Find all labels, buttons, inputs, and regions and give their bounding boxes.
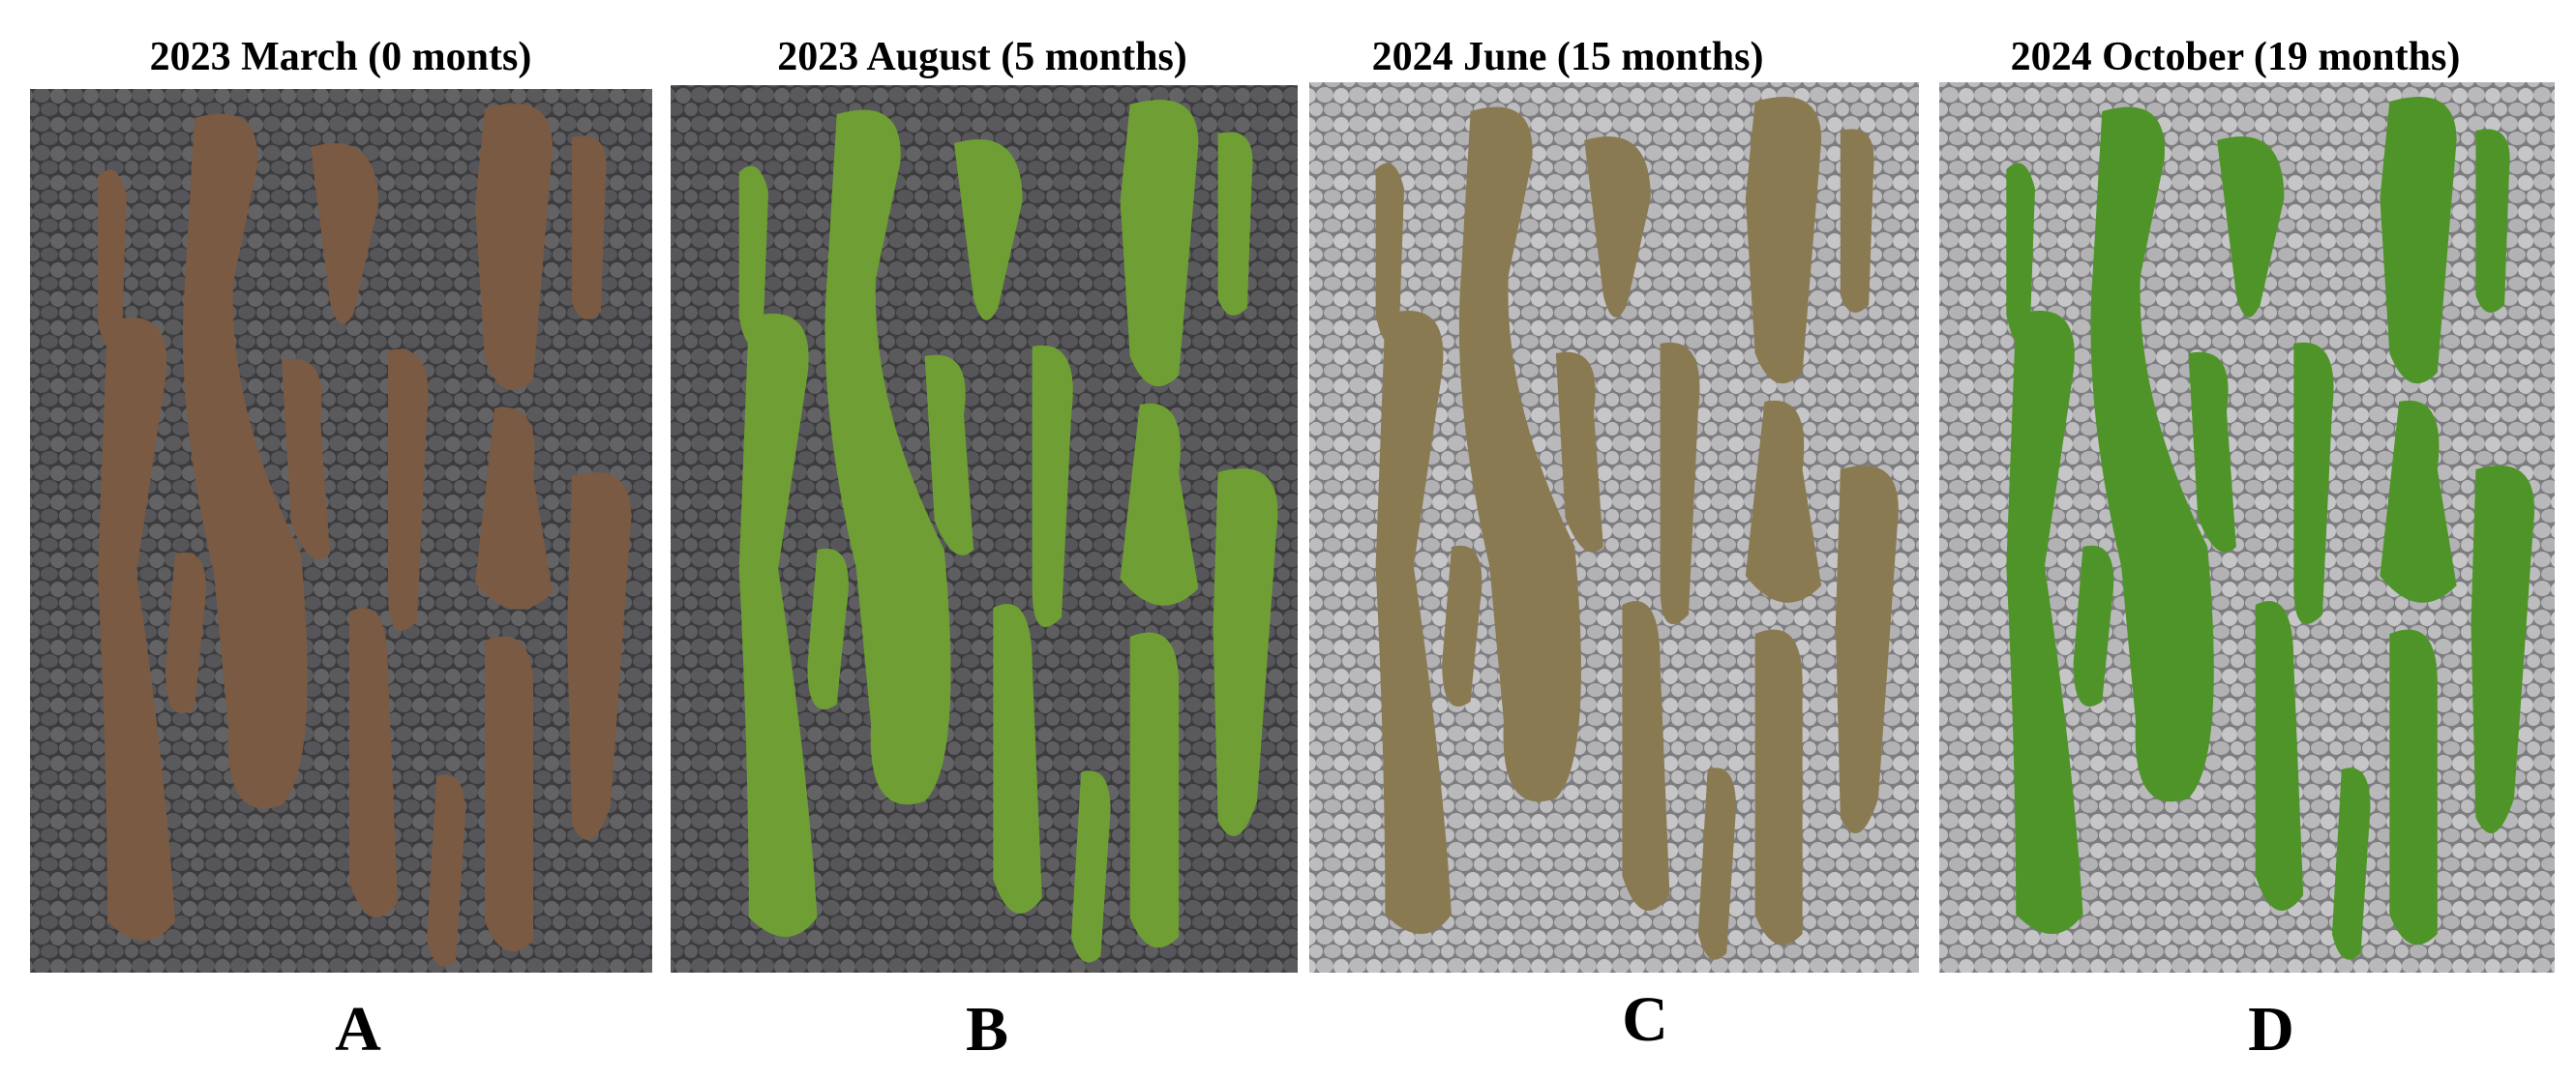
panel-label: D xyxy=(2248,994,2294,1065)
panel-d: 2024 October (19 months) D xyxy=(1939,35,2555,1065)
panel-label: B xyxy=(966,994,1008,1065)
panel-title: 2024 October (19 months) xyxy=(2011,35,2461,79)
panel-label: C xyxy=(1622,984,1668,1055)
panel-title: 2024 June (15 months) xyxy=(1372,35,1764,79)
panel-c: 2024 June (15 months) C xyxy=(1309,35,1919,1055)
panel-label: A xyxy=(335,994,381,1065)
panel-title: 2023 March (0 monts) xyxy=(150,35,532,79)
panel-b: 2023 August (5 months) B xyxy=(671,35,1298,1065)
panel-a: 2023 March (0 monts) A xyxy=(30,35,652,1065)
panel-title: 2023 August (5 months) xyxy=(777,35,1187,79)
